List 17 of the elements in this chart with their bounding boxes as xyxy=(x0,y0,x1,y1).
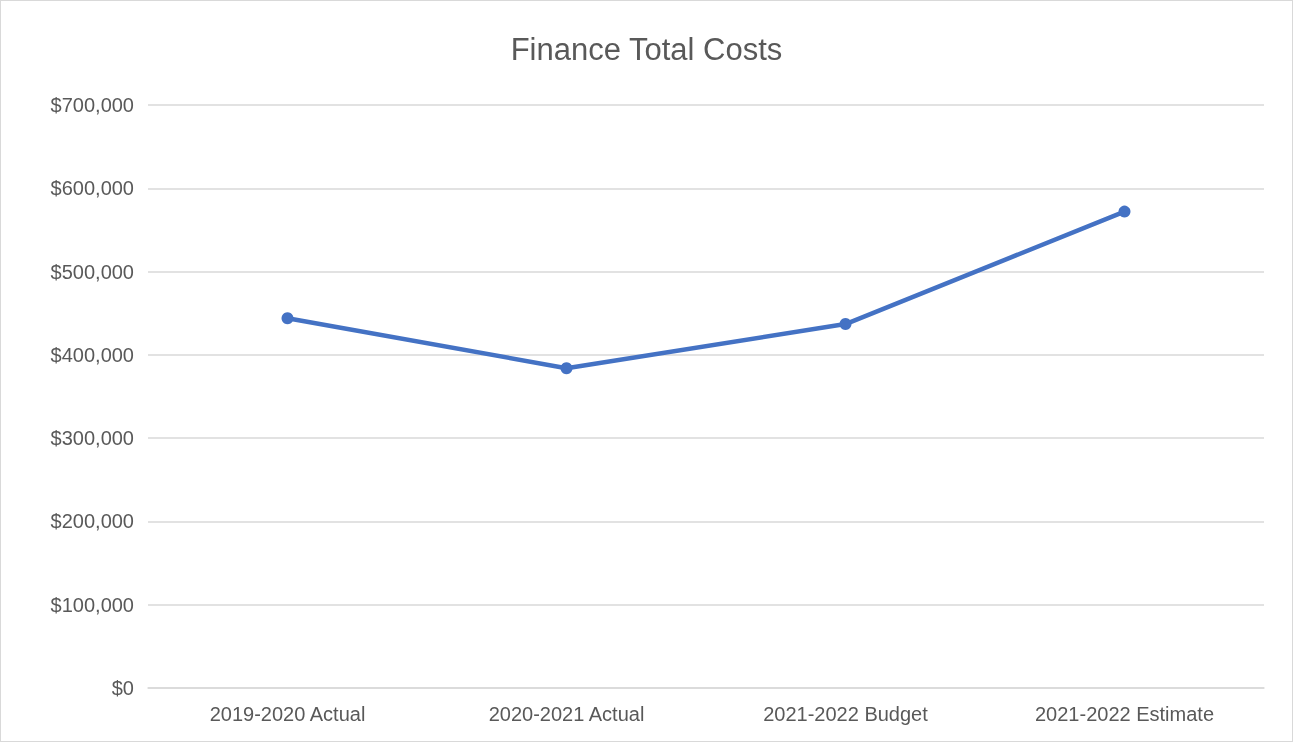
chart-title: Finance Total Costs xyxy=(510,32,783,67)
point xyxy=(1118,205,1131,218)
y-tick-label: $0 xyxy=(111,677,134,699)
x-tick-label: 2021-2022 Budget xyxy=(763,703,929,725)
x-tick-label: 2020-2021 Actual xyxy=(488,703,645,725)
y-tick-label: $600,000 xyxy=(50,177,134,200)
point xyxy=(560,362,573,375)
y-tick-label: $500,000 xyxy=(50,260,134,283)
y-tick-label: $300,000 xyxy=(50,427,134,450)
y-tick-label: $700,000 xyxy=(50,94,134,116)
y-tick-label: $100,000 xyxy=(50,593,134,616)
y-tick-label: $400,000 xyxy=(50,343,134,366)
y-tick-label: $200,000 xyxy=(50,510,134,533)
x-tick-label: 2019-2020 Actual xyxy=(209,703,366,725)
point xyxy=(839,318,852,331)
point xyxy=(281,312,294,325)
x-tick-label: 2021-2022 Estimate xyxy=(1034,703,1215,725)
